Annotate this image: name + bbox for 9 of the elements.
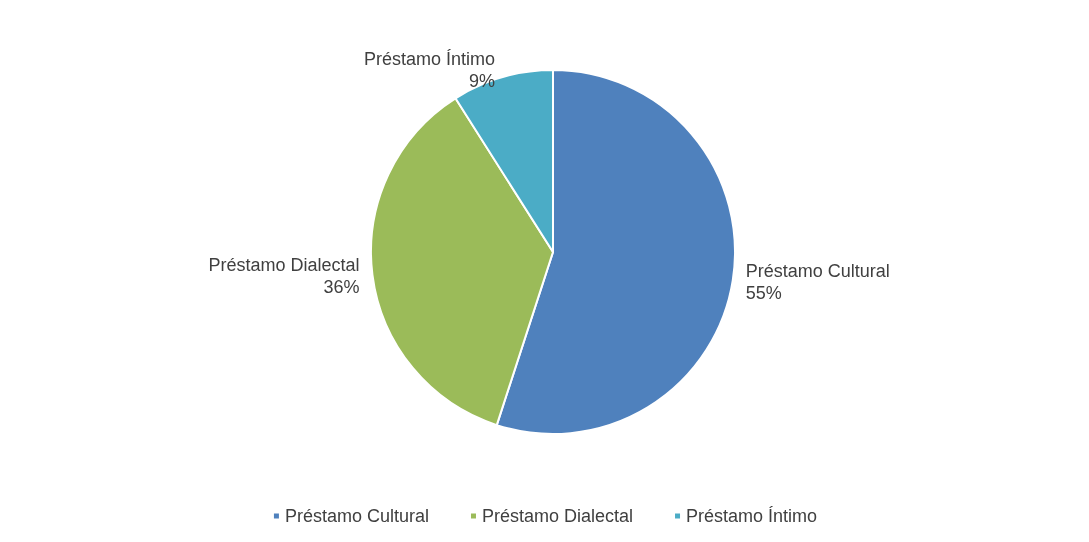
legend-label: Préstamo Íntimo [686, 506, 818, 526]
slice-label: Préstamo Cultural [745, 260, 890, 281]
legend-label: Préstamo Dialectal [481, 506, 634, 526]
legend-label: Préstamo Cultural [284, 506, 429, 526]
data-label: 9% [468, 70, 495, 91]
data-label: 36% [323, 276, 360, 297]
slice-label: Préstamo Íntimo [363, 48, 495, 69]
slice-label: Préstamo Dialectal [208, 254, 360, 275]
data-label: 55% [745, 282, 782, 303]
